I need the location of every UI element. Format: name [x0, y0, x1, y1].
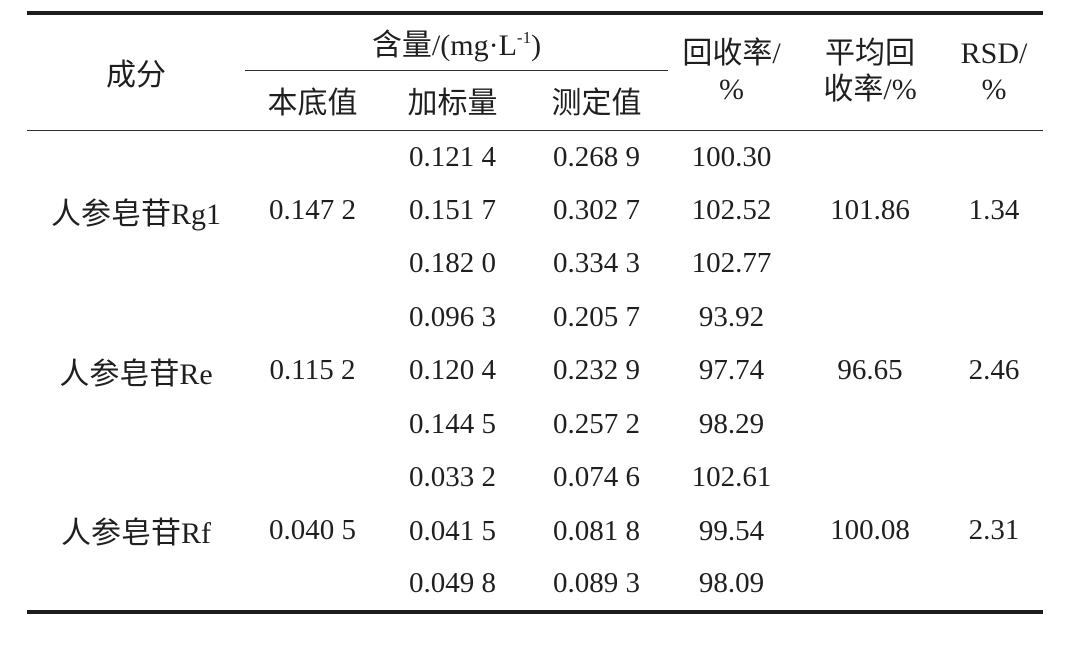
measured-value: 0.074 6	[553, 461, 641, 494]
recovery-value: 102.52	[691, 193, 772, 226]
col-header-avg-recovery: 平均回 收率/%	[795, 13, 946, 131]
recovery-value: 97.74	[698, 354, 765, 387]
header-row-top: 成分 含量/(mg·L-1) 回收率/ % 平均回 收率/% RSD/ %	[27, 13, 1044, 131]
header-row-sub: 本底值 加标量 测定值	[27, 70, 1043, 131]
col-header-rsd-line1: RSD/	[960, 37, 1028, 71]
table-row: 人参皂苷Rg1 0.147 2 0.121 4 0.268 9 100.30 1…	[27, 130, 1043, 231]
component-name: 人参皂苷Rf	[61, 517, 211, 551]
col-header-component: 成分	[27, 13, 245, 131]
measured-value: 0.089 3	[553, 567, 641, 600]
table-row: 人参皂苷Re 0.115 2 0.096 3 0.205 7 93.92 96.…	[27, 291, 1043, 391]
recovery-value: 98.29	[698, 407, 765, 440]
measured-value: 0.302 7	[553, 193, 641, 226]
table-row: 0.151 7 0.302 7 102.52	[27, 184, 1043, 238]
spiked-value: 0.144 5	[409, 407, 496, 440]
col-header-rsd: RSD/ %	[945, 13, 1044, 131]
spiked-value: 0.121 4	[409, 140, 496, 173]
background-value: 0.040 5	[269, 513, 356, 546]
avg-recovery-value: 101.86	[830, 194, 910, 226]
col-header-background: 本底值	[245, 70, 380, 131]
measured-value: 0.268 9	[553, 140, 641, 173]
table-row: 0.120 4 0.232 9 97.74	[27, 344, 1043, 398]
col-header-measured: 测定值	[525, 70, 669, 131]
measured-value: 0.334 3	[553, 247, 641, 280]
recovery-table: 成分 含量/(mg·L-1) 回收率/ % 平均回 收率/% RSD/ % 本底…	[27, 11, 1044, 614]
table-row: 0.182 0 0.334 3 102.77	[27, 237, 1043, 291]
col-header-avg-recovery-line2: 收率/%	[823, 73, 917, 107]
spiked-value: 0.096 3	[409, 300, 496, 333]
col-header-recovery-line2: %	[719, 73, 745, 107]
spiked-value: 0.033 2	[409, 461, 496, 494]
measured-value: 0.232 9	[553, 354, 641, 387]
col-header-avg-recovery-line1: 平均回	[825, 37, 916, 71]
recovery-value: 99.54	[698, 514, 765, 547]
background-value: 0.147 2	[269, 194, 356, 226]
avg-recovery-value: 100.08	[830, 513, 910, 546]
component-name: 人参皂苷Re	[59, 357, 213, 391]
content-unit-label: 含量/(mg·L-1)	[372, 29, 541, 62]
avg-recovery-value: 96.65	[837, 354, 903, 387]
superscript-minus-one: -1	[516, 28, 532, 48]
recovery-value: 100.30	[691, 140, 772, 173]
table-row: 0.049 8 0.089 3 98.09	[27, 558, 1043, 612]
col-header-recovery: 回收率/ %	[668, 13, 796, 131]
spiked-value: 0.041 5	[409, 514, 496, 547]
rsd-value: 2.31	[968, 513, 1020, 546]
recovery-value: 102.61	[691, 461, 772, 494]
recovery-value: 102.77	[691, 247, 772, 280]
content-unit-prefix: 含量/(mg·L	[371, 29, 517, 63]
content-unit-suffix: )	[531, 29, 542, 63]
measured-value: 0.257 2	[553, 407, 641, 440]
measured-value: 0.081 8	[553, 514, 641, 547]
spiked-value: 0.151 7	[409, 193, 496, 226]
col-header-recovery-line1: 回收率/	[682, 37, 781, 71]
table-row: 0.144 5 0.257 2 98.29	[27, 398, 1043, 452]
rsd-value: 2.46	[968, 354, 1020, 387]
background-value: 0.115 2	[269, 354, 356, 387]
col-header-spiked: 加标量	[380, 70, 525, 131]
measured-value: 0.205 7	[553, 300, 641, 333]
col-header-content-group: 含量/(mg·L-1)	[245, 13, 669, 71]
spiked-value: 0.049 8	[409, 567, 496, 600]
recovery-value: 98.09	[698, 567, 765, 600]
table-row: 0.041 5 0.081 8 99.54	[27, 505, 1043, 559]
spiked-value: 0.182 0	[409, 247, 496, 280]
rsd-value: 1.34	[968, 194, 1020, 226]
spiked-value: 0.120 4	[409, 354, 496, 387]
recovery-value: 93.92	[698, 300, 765, 333]
col-header-rsd-line2: %	[981, 73, 1007, 107]
table-row: 人参皂苷Rf 0.040 5 0.033 2 0.074 6 102.61 10…	[27, 451, 1043, 550]
component-name: 人参皂苷Rg1	[50, 197, 221, 231]
